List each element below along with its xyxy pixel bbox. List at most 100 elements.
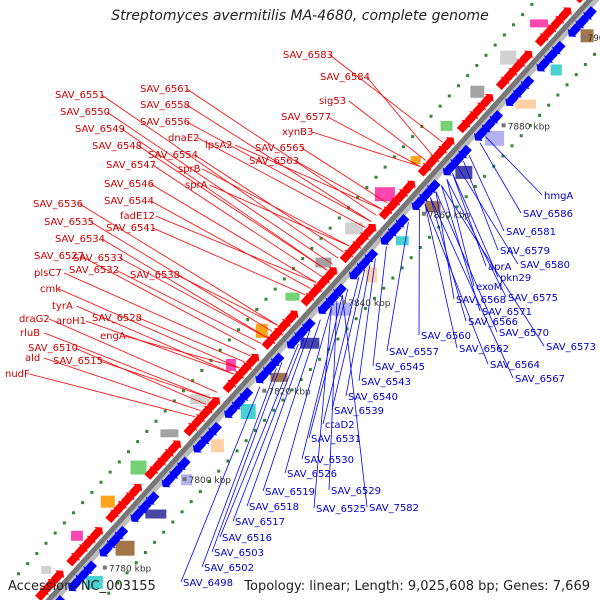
rna-mark — [365, 185, 369, 189]
rna-mark — [374, 175, 378, 179]
kbp-label: 7860 kbp — [428, 211, 471, 221]
kbp-tick — [421, 211, 426, 216]
forward-gene-label: cmk — [40, 284, 61, 295]
rna-mark — [510, 144, 514, 148]
reverse-leader-line — [262, 319, 321, 492]
forward-gene-arrow — [89, 527, 104, 541]
forward-gene-arrow — [222, 379, 236, 394]
forward-gene-arrow — [206, 397, 221, 411]
forward-gene-label: SAV_6548 — [92, 141, 142, 152]
reverse-gene-label: SAV_6503 — [214, 548, 264, 559]
reverse-leader-line — [441, 185, 545, 347]
rna-mark — [263, 418, 267, 422]
reverse-leader-line — [313, 307, 332, 509]
forward-gene-arrow — [128, 483, 143, 498]
forward-gene-arrow — [105, 509, 119, 524]
rna-mark — [217, 469, 221, 473]
forward-gene-arrow — [550, 15, 564, 30]
forward-gene-label: SAV_6527 — [34, 251, 84, 262]
rna-mark — [143, 551, 147, 555]
rna-mark — [475, 63, 479, 67]
rna-mark — [447, 94, 451, 98]
reverse-leader-line — [452, 173, 487, 267]
forward-leader-line — [29, 373, 196, 418]
forward-leader-line — [101, 94, 339, 259]
rna-mark — [501, 154, 505, 158]
rna-mark — [145, 429, 149, 433]
kbp-tick — [262, 388, 267, 393]
forward-gene-label: SAV_6563 — [249, 156, 299, 167]
forward-leader-line — [101, 238, 267, 338]
forward-gene-arrow — [464, 111, 479, 125]
rna-mark — [81, 501, 85, 505]
rna-mark — [556, 93, 560, 97]
forward-gene-arrow — [519, 50, 533, 65]
forward-leader-line — [186, 104, 372, 222]
forward-leader-line — [99, 360, 212, 399]
forward-leader-line — [311, 131, 421, 168]
reverse-gene-label: SAV_6498 — [183, 578, 233, 589]
reverse-leader-line — [308, 288, 349, 439]
reverse-gene-label: exoM — [476, 282, 502, 293]
forward-leader-line — [209, 184, 350, 247]
rna-mark — [108, 470, 112, 474]
forward-gene-label: SAV_6547 — [106, 160, 156, 171]
rna-mark — [409, 256, 413, 260]
rna-mark — [521, 13, 525, 17]
forward-leader-line — [58, 288, 240, 369]
gene-box — [529, 19, 548, 28]
rna-mark — [172, 399, 176, 403]
forward-leader-line — [327, 116, 421, 167]
rna-mark — [226, 459, 230, 463]
gene-box — [255, 323, 268, 338]
kbp-label: 7780 kbp — [109, 565, 152, 575]
gene-box — [500, 50, 517, 65]
reverse-leader-line — [424, 203, 489, 365]
reverse-gene-arrow — [458, 144, 472, 159]
rna-mark — [373, 296, 377, 300]
rna-mark — [483, 174, 487, 178]
genome-backbone — [45, 0, 594, 600]
reverse-gene-arrow — [145, 491, 160, 505]
reverse-leader-line — [479, 142, 522, 214]
forward-gene-arrow — [316, 275, 330, 290]
forward-gene-label: SAV_6528 — [92, 313, 142, 324]
gene-box — [580, 29, 594, 43]
forward-leader-line — [348, 100, 427, 161]
rna-mark — [530, 2, 534, 6]
kbp-tick — [182, 477, 187, 482]
reverse-leader-line — [232, 337, 305, 522]
forward-leader-line — [150, 200, 311, 289]
gene-box — [70, 530, 83, 541]
forward-leader-line — [85, 320, 234, 375]
gene-box — [41, 565, 52, 574]
reverse-leader-line — [284, 307, 332, 474]
forward-leader-line — [366, 76, 432, 155]
gene-box — [160, 429, 179, 438]
reverse-leader-line — [463, 160, 499, 251]
forward-leader-line — [43, 357, 201, 412]
reverse-gene-label: SAV_6526 — [287, 469, 337, 480]
reverse-gene-label: SAV_6575 — [508, 293, 558, 304]
gene-box — [225, 359, 236, 372]
reverse-gene-arrow — [583, 6, 597, 20]
reverse-gene-label: SAV_6539 — [334, 406, 384, 417]
rna-mark — [153, 540, 157, 544]
leader-line-layer — [29, 54, 545, 583]
rna-mark — [337, 216, 341, 220]
gene-box — [115, 540, 135, 556]
reverse-leader-line — [331, 270, 365, 411]
rna-mark — [26, 562, 30, 566]
forward-gene-arrow — [573, 0, 588, 4]
rna-mark — [107, 591, 111, 595]
rna-mark — [126, 450, 130, 454]
forward-gene-arrow — [113, 501, 127, 515]
accession-text: Accession: NC_003155 — [8, 579, 156, 594]
rna-mark — [318, 357, 322, 361]
forward-gene-arrow — [230, 371, 244, 385]
reverse-leader-line — [342, 295, 368, 508]
reverse-gene-label: SAV_6571 — [482, 307, 532, 318]
forward-gene-arrow — [300, 293, 315, 307]
reverse-gene-label: SAV_6586 — [523, 209, 573, 220]
rna-mark — [547, 103, 551, 107]
